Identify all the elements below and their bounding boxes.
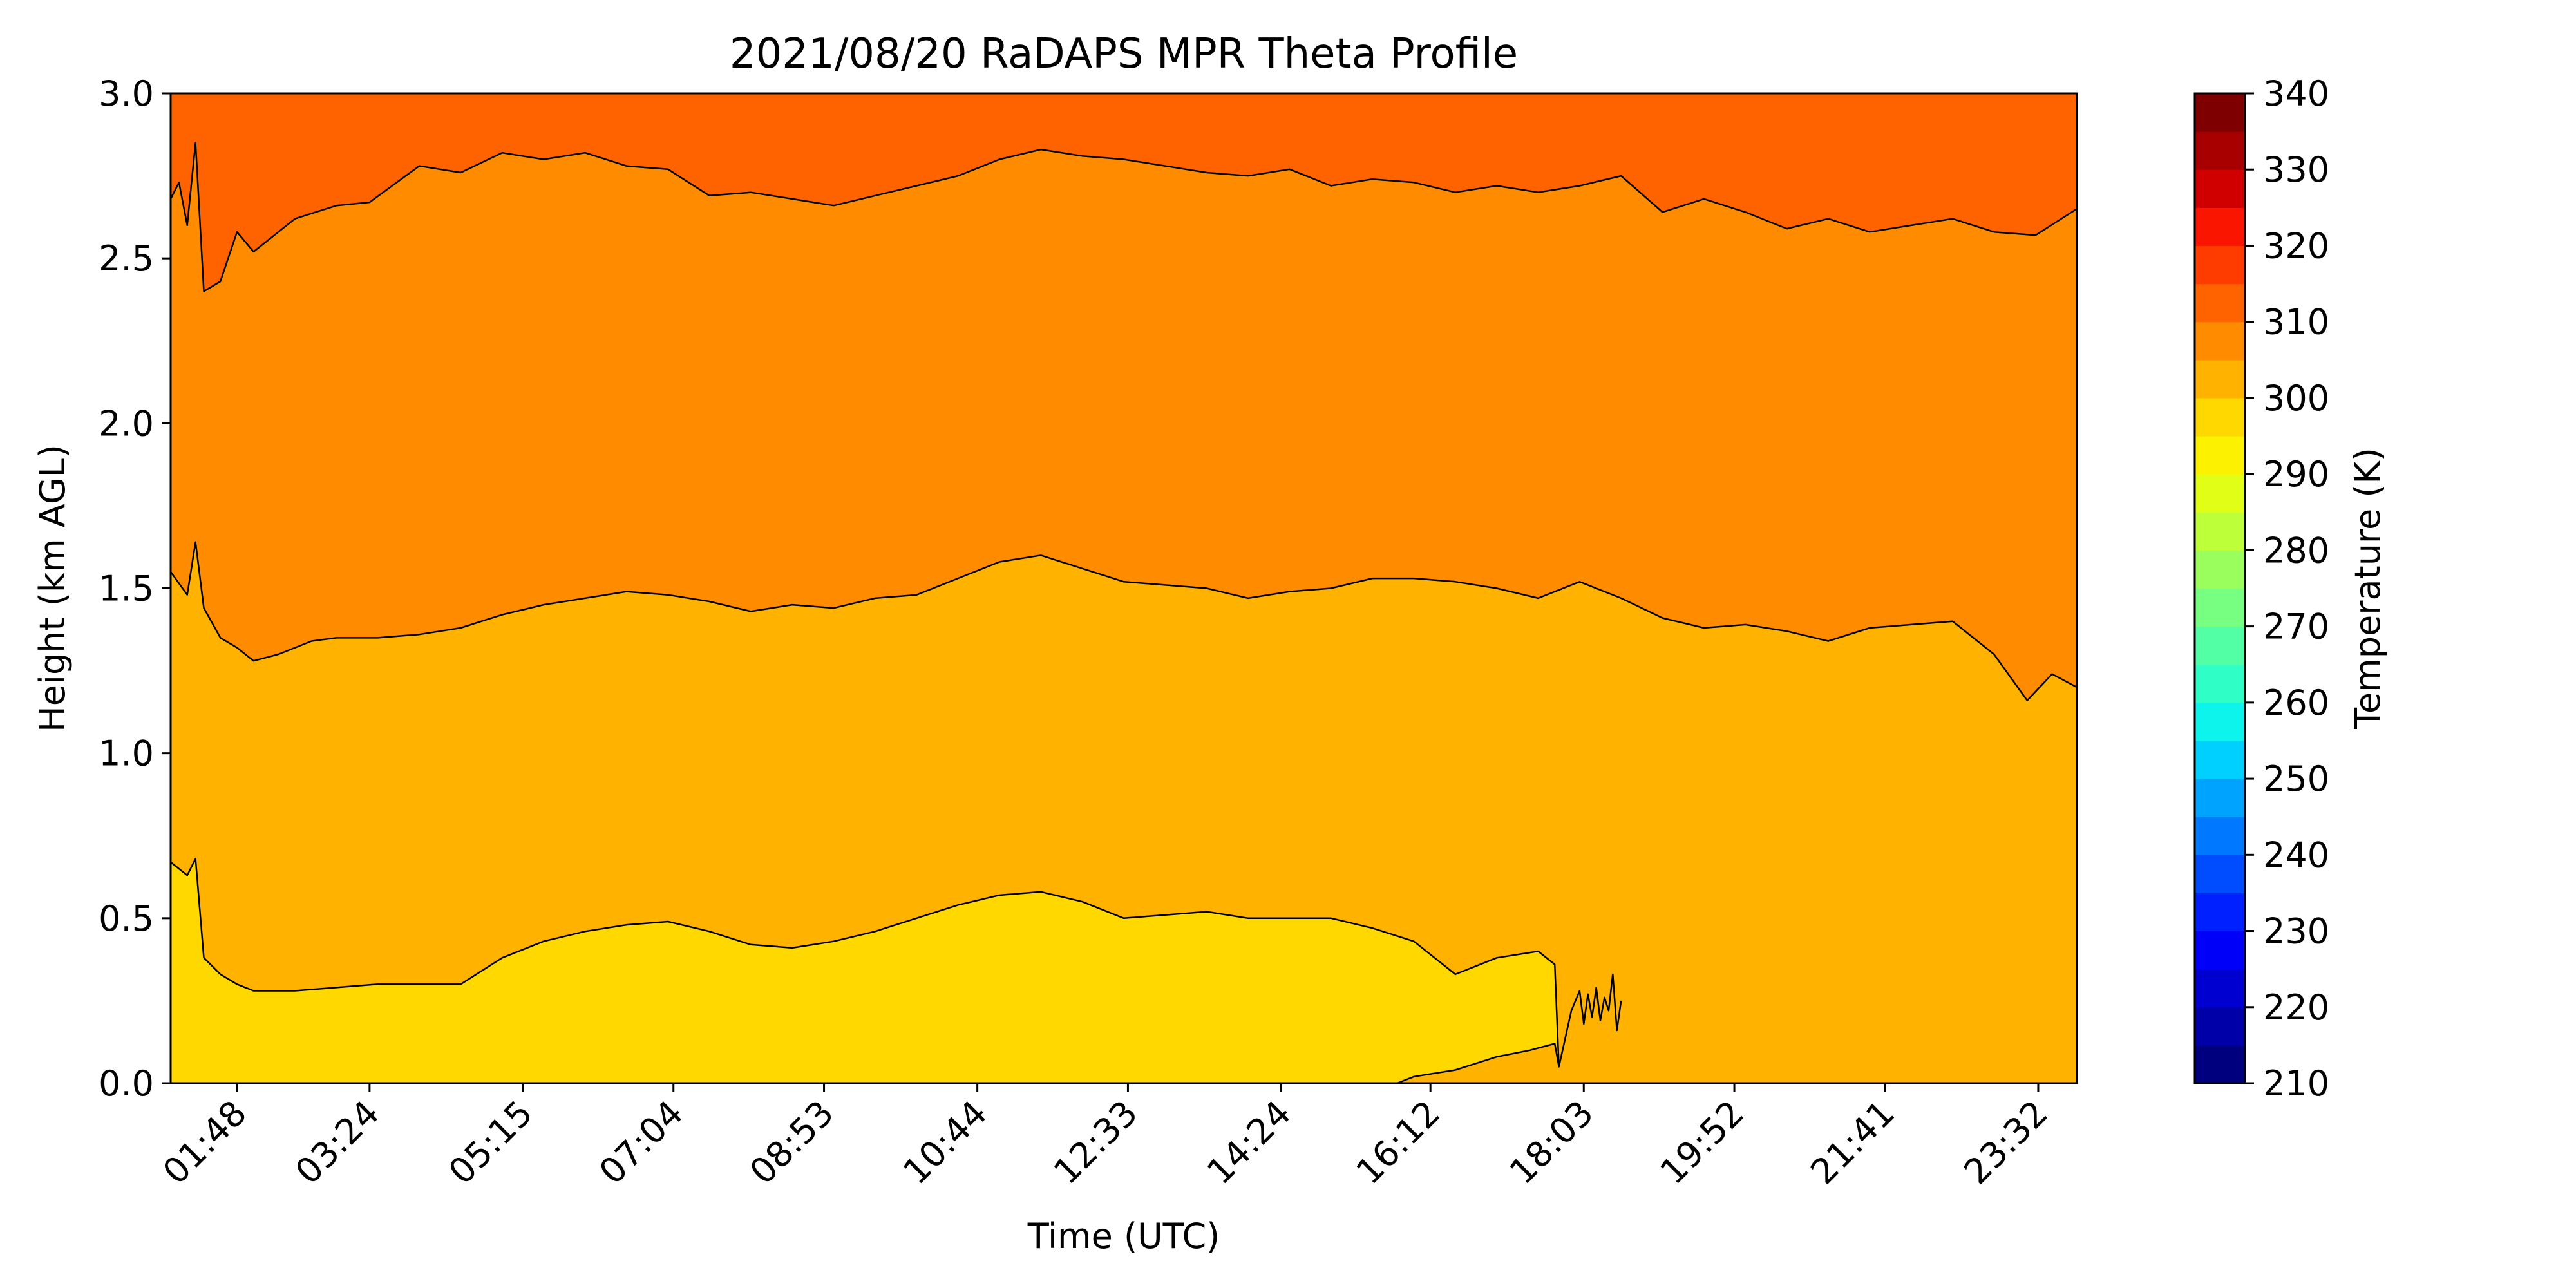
x-tick-label: 19:52 xyxy=(1653,1093,1752,1193)
x-tick-label: 16:12 xyxy=(1349,1093,1448,1193)
colorbar-segment xyxy=(2195,664,2245,703)
colorbar-segment xyxy=(2195,512,2245,551)
y-tick-label: 3.0 xyxy=(99,73,154,114)
colorbar-tick-label: 330 xyxy=(2263,149,2329,190)
x-tick-label: 23:32 xyxy=(1956,1093,2056,1193)
contour-lines xyxy=(171,142,2077,1083)
colorbar-segment xyxy=(2195,93,2245,132)
colorbar-segment xyxy=(2195,207,2245,247)
colorbar-segment xyxy=(2195,931,2245,970)
y-axis: 0.0 0.5 1.0 1.5 2.0 2.5 3.0 xyxy=(99,73,171,1104)
plot-area xyxy=(171,93,2077,1083)
colorbar-tick-label: 290 xyxy=(2263,454,2329,495)
colorbar-segment xyxy=(2195,855,2245,894)
x-tick-label: 01:48 xyxy=(155,1093,255,1193)
colorbar-frame xyxy=(2193,92,2246,1084)
chart-title: 2021/08/20 RaDAPS MPR Theta Profile xyxy=(730,30,1518,78)
x-tick-label: 21:41 xyxy=(1803,1093,1902,1193)
colorbar-tick-label: 310 xyxy=(2263,302,2329,343)
x-axis: 01:48 03:24 05:15 07:04 08:53 10:44 12:33 14:24… xyxy=(155,1083,2056,1192)
colorbar-segment xyxy=(2195,740,2245,779)
colorbar-segment xyxy=(2195,169,2245,208)
y-tick-label: 2.0 xyxy=(99,403,154,444)
colorbar: 210 220 230 240 250 260 270 280 290 300 310 320 330 3… xyxy=(2193,73,2329,1104)
colorbar-segment xyxy=(2195,893,2245,932)
colorbar-tick-label: 210 xyxy=(2263,1063,2329,1104)
contour-line xyxy=(1570,973,1622,1032)
x-axis-label: Time (UTC) xyxy=(1027,1216,1220,1256)
colorbar-segment xyxy=(2195,702,2245,741)
colorbar-segment xyxy=(2195,550,2245,589)
colorbar-tick-label: 230 xyxy=(2263,911,2329,952)
colorbar-segment xyxy=(2195,1045,2245,1084)
colorbar-tick-label: 300 xyxy=(2263,378,2329,419)
colorbar-tick-label: 270 xyxy=(2263,607,2329,647)
y-tick-label: 1.0 xyxy=(99,734,154,774)
colorbar-segment xyxy=(2195,969,2245,1008)
y-tick-label: 2.5 xyxy=(99,238,154,279)
colorbar-tick-label: 250 xyxy=(2263,759,2329,799)
contour-line xyxy=(171,858,1573,1068)
x-tick-label: 07:04 xyxy=(591,1093,691,1193)
colorbar-segment xyxy=(2195,779,2245,817)
band-295-300 xyxy=(171,858,1559,1083)
colorbar-tick-label: 240 xyxy=(2263,835,2329,875)
colorbar-tick-label: 320 xyxy=(2263,225,2329,266)
colorbar-segment xyxy=(2195,588,2245,627)
colorbar-segment xyxy=(2195,817,2245,855)
colorbar-segment xyxy=(2195,245,2245,285)
contour-line xyxy=(1397,1043,1560,1083)
colorbar-tick-label: 280 xyxy=(2263,530,2329,571)
x-tick-label: 08:53 xyxy=(742,1093,842,1193)
x-tick-label: 12:33 xyxy=(1046,1093,1146,1193)
x-tick-label: 18:03 xyxy=(1502,1093,1602,1193)
colorbar-segment xyxy=(2195,397,2245,437)
y-tick-label: 0.5 xyxy=(99,898,154,939)
y-tick-label: 0.0 xyxy=(99,1063,154,1104)
colorbar-segment xyxy=(2195,626,2245,665)
x-tick-label: 05:15 xyxy=(441,1093,541,1193)
band-305-310 xyxy=(171,142,2077,701)
colorbar-segment xyxy=(2195,131,2245,170)
x-tick-label: 10:44 xyxy=(895,1093,995,1193)
colorbar-tick-label: 220 xyxy=(2263,987,2329,1028)
colorbar-label: Temperature (K) xyxy=(2347,448,2388,730)
colorbar-segment xyxy=(2195,1007,2245,1046)
colorbar-segment xyxy=(2195,359,2245,399)
colorbar-tick-label: 340 xyxy=(2263,73,2329,114)
colorbar-segment xyxy=(2195,283,2245,323)
band-310-315 xyxy=(171,93,2077,292)
colorbar-segment xyxy=(2195,436,2245,475)
x-tick-label: 14:24 xyxy=(1199,1093,1299,1193)
colorbar-segment xyxy=(2195,474,2245,513)
y-tick-label: 1.5 xyxy=(99,569,154,609)
colorbar-segment xyxy=(2195,321,2245,361)
contour-line xyxy=(171,142,2077,292)
x-tick-label: 03:24 xyxy=(287,1093,387,1193)
y-axis-label: Height (km AGL) xyxy=(32,444,73,732)
colorbar-tick-label: 260 xyxy=(2263,683,2329,723)
contour-line xyxy=(171,541,2077,701)
